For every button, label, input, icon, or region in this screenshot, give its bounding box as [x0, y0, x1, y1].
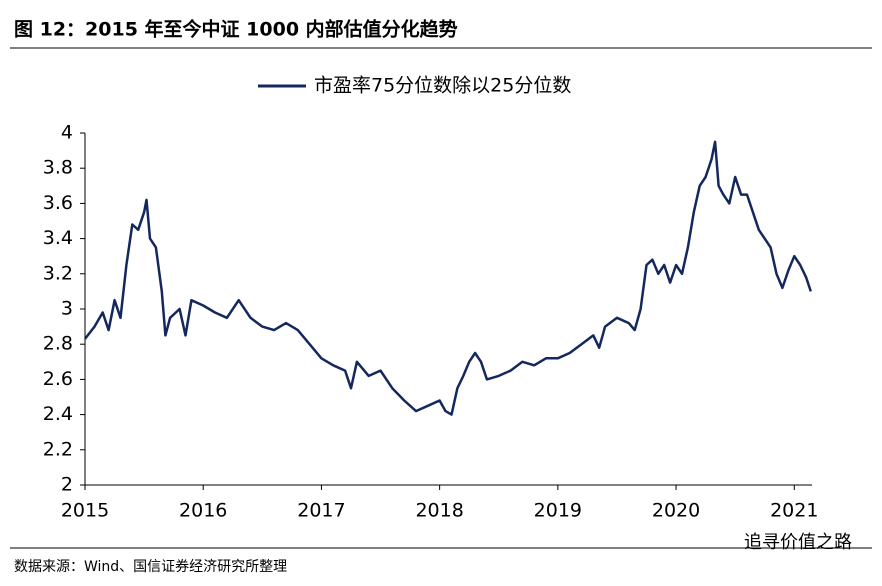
x-tick-label: 2018 — [415, 500, 463, 522]
y-tick-label: 2.6 — [43, 368, 73, 390]
x-tick-label: 2016 — [179, 500, 227, 522]
y-tick-label: 2 — [61, 474, 73, 496]
y-tick-label: 3.2 — [43, 262, 73, 284]
watermark: 追寻价值之路 — [744, 532, 852, 553]
x-tick-label: 2019 — [534, 500, 582, 522]
y-tick-label: 4 — [61, 122, 73, 144]
legend-label: 市盈率75分位数除以25分位数 — [314, 75, 571, 97]
x-tick-label: 2017 — [297, 500, 345, 522]
y-tick-label: 3.4 — [43, 227, 73, 249]
y-tick-label: 2.2 — [43, 438, 73, 460]
y-tick-label: 3 — [61, 298, 73, 320]
chart-title: 图 12：2015 年至今中证 1000 内部估值分化趋势 — [14, 18, 458, 41]
y-tick-label: 2.8 — [43, 333, 73, 355]
y-tick-label: 3.8 — [43, 157, 73, 179]
x-tick-label: 2021 — [770, 500, 818, 522]
x-tick-label: 2020 — [652, 500, 700, 522]
y-tick-label: 2.4 — [43, 403, 73, 425]
x-tick-label: 2015 — [61, 500, 109, 522]
y-tick-label: 3.6 — [43, 192, 73, 214]
source-note: 数据来源：Wind、国信证券经济研究所整理 — [14, 559, 287, 575]
series-line — [84, 140, 812, 416]
